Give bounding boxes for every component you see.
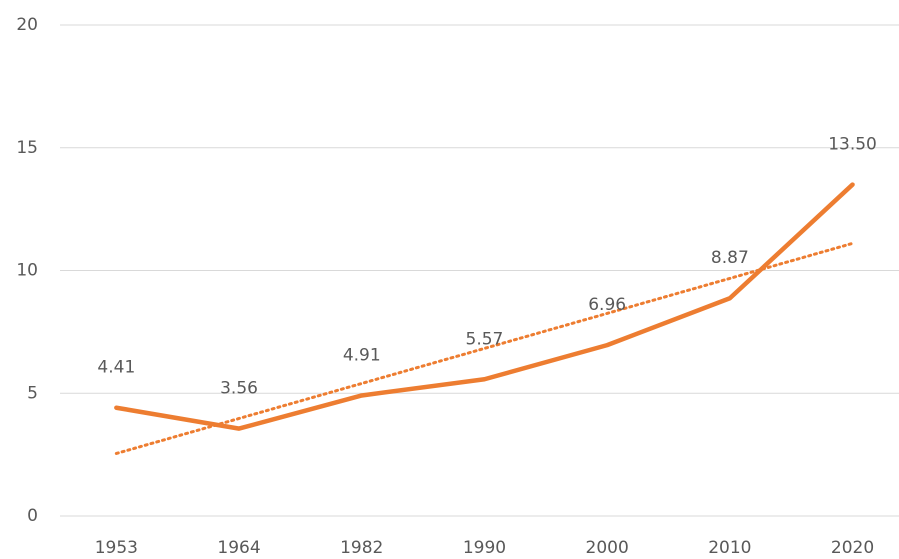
x-tick-label: 2020 [831,538,874,558]
x-tick-label: 1990 [463,538,506,558]
x-tick-label: 1953 [95,538,138,558]
x-tick-label: 2010 [708,538,751,558]
x-tick-label: 1964 [217,538,260,558]
data-label: 4.91 [343,345,381,365]
x-tick-label: 1982 [340,538,383,558]
trendline [114,241,855,455]
data-label: 4.41 [97,358,135,378]
data-label: 6.96 [588,295,626,315]
data-label: 13.50 [828,135,877,155]
data-label: 8.87 [711,248,749,268]
y-tick-label: 10 [16,261,38,281]
series-line [114,182,855,431]
y-tick-label: 5 [27,383,38,403]
x-tick-label: 2000 [586,538,629,558]
y-tick-label: 15 [16,138,38,158]
data-label: 5.57 [466,329,504,349]
y-tick-label: 0 [27,506,38,526]
y-tick-label: 20 [16,15,38,35]
data-label: 3.56 [220,379,258,399]
